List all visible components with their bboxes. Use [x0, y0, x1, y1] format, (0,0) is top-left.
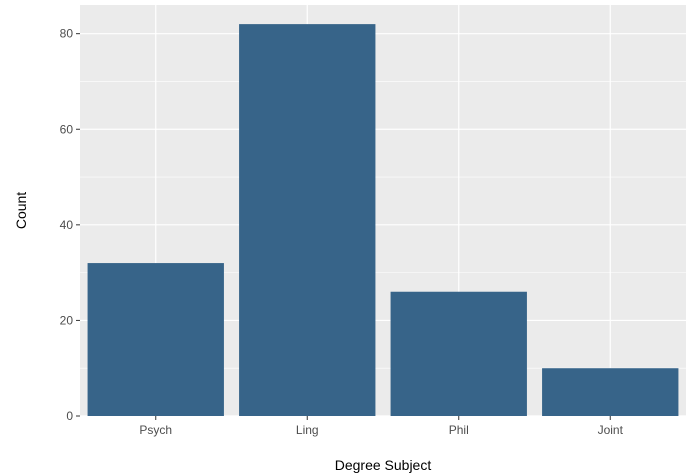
y-tick-label: 20	[60, 313, 74, 327]
x-axis: Psych Ling Phil Joint	[139, 416, 624, 437]
x-tick-label: Joint	[598, 423, 624, 437]
x-tick-label: Phil	[449, 423, 469, 437]
x-tick-label: Psych	[139, 423, 172, 437]
y-axis-title: Count	[13, 192, 29, 229]
y-tick-label: 0	[66, 409, 73, 423]
y-tick-label: 60	[60, 122, 74, 136]
y-tick-label: 80	[60, 27, 74, 41]
bar-psych	[87, 263, 224, 416]
x-axis-title: Degree Subject	[335, 457, 432, 473]
bar-phil	[390, 291, 527, 416]
bar-ling	[239, 24, 376, 417]
x-tick-label: Ling	[296, 423, 319, 437]
y-tick-label: 40	[60, 218, 74, 232]
y-axis: 0 20 40 60 80	[60, 27, 80, 423]
bars	[87, 24, 679, 417]
bar-joint	[542, 368, 679, 416]
